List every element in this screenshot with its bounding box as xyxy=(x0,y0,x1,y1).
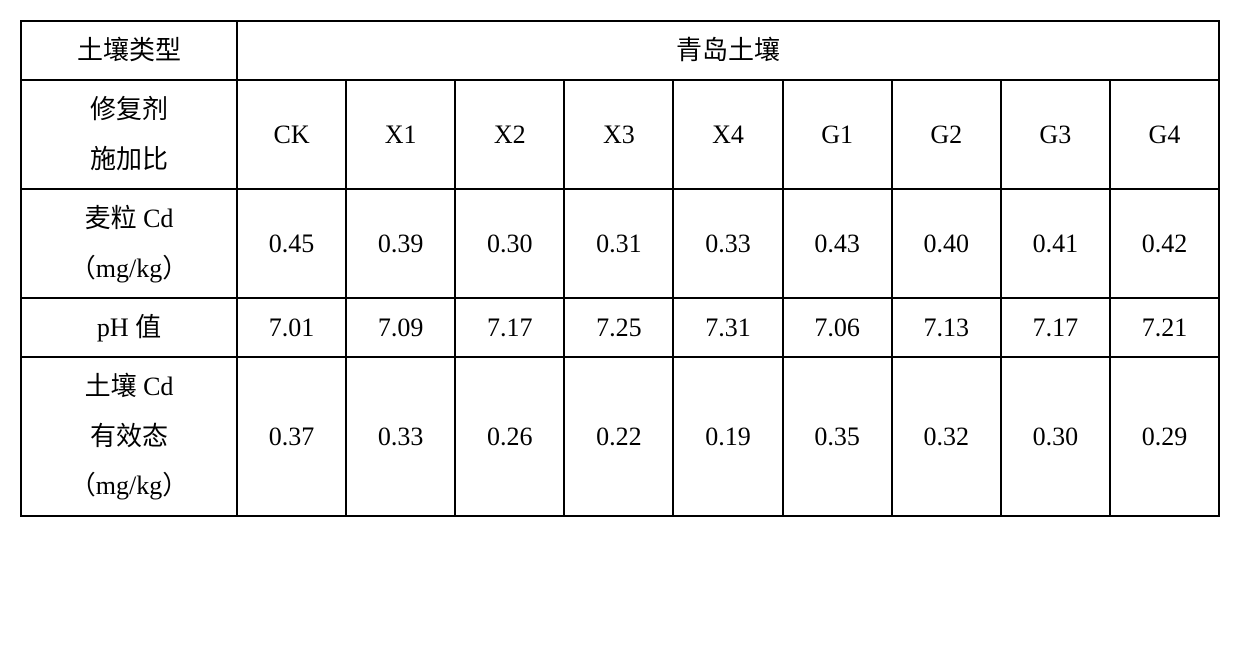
cell: 0.31 xyxy=(564,189,673,298)
col-header: G2 xyxy=(892,80,1001,189)
table-row: pH 值 7.01 7.09 7.17 7.25 7.31 7.06 7.13 … xyxy=(21,298,1219,357)
cell: 7.17 xyxy=(455,298,564,357)
cell: 7.17 xyxy=(1001,298,1110,357)
col-header: G3 xyxy=(1001,80,1110,189)
col-header: X1 xyxy=(346,80,455,189)
table-row: 修复剂施加比 CK X1 X2 X3 X4 G1 G2 G3 G4 xyxy=(21,80,1219,189)
col-header: X2 xyxy=(455,80,564,189)
cell: 7.25 xyxy=(564,298,673,357)
row-label-ratio: 修复剂施加比 xyxy=(21,80,237,189)
cell: 0.35 xyxy=(783,357,892,515)
cell: 0.39 xyxy=(346,189,455,298)
table-row: 土壤类型 青岛土壤 xyxy=(21,21,1219,80)
cell: 0.30 xyxy=(455,189,564,298)
cell: 0.41 xyxy=(1001,189,1110,298)
cell: 7.21 xyxy=(1110,298,1219,357)
header-span: 青岛土壤 xyxy=(237,21,1219,80)
cell: 7.13 xyxy=(892,298,1001,357)
table-row: 麦粒 Cd（mg/kg） 0.45 0.39 0.30 0.31 0.33 0.… xyxy=(21,189,1219,298)
col-header: X3 xyxy=(564,80,673,189)
cell: 7.31 xyxy=(673,298,782,357)
col-header: G1 xyxy=(783,80,892,189)
row-label-grain-cd: 麦粒 Cd（mg/kg） xyxy=(21,189,237,298)
col-header: G4 xyxy=(1110,80,1219,189)
row-label-ph: pH 值 xyxy=(21,298,237,357)
cell: 0.33 xyxy=(346,357,455,515)
col-header: CK xyxy=(237,80,346,189)
cell: 7.06 xyxy=(783,298,892,357)
cell: 7.01 xyxy=(237,298,346,357)
cell: 0.37 xyxy=(237,357,346,515)
cell: 0.32 xyxy=(892,357,1001,515)
cell: 0.45 xyxy=(237,189,346,298)
col-header: X4 xyxy=(673,80,782,189)
cell: 7.09 xyxy=(346,298,455,357)
cell: 0.43 xyxy=(783,189,892,298)
row-label-soil-type: 土壤类型 xyxy=(21,21,237,80)
cell: 0.40 xyxy=(892,189,1001,298)
soil-data-table: 土壤类型 青岛土壤 修复剂施加比 CK X1 X2 X3 X4 G1 G2 G3… xyxy=(20,20,1220,517)
cell: 0.26 xyxy=(455,357,564,515)
cell: 0.33 xyxy=(673,189,782,298)
cell: 0.30 xyxy=(1001,357,1110,515)
cell: 0.29 xyxy=(1110,357,1219,515)
table-row: 土壤 Cd有效态（mg/kg） 0.37 0.33 0.26 0.22 0.19… xyxy=(21,357,1219,515)
cell: 0.22 xyxy=(564,357,673,515)
cell: 0.42 xyxy=(1110,189,1219,298)
cell: 0.19 xyxy=(673,357,782,515)
row-label-soil-cd: 土壤 Cd有效态（mg/kg） xyxy=(21,357,237,515)
